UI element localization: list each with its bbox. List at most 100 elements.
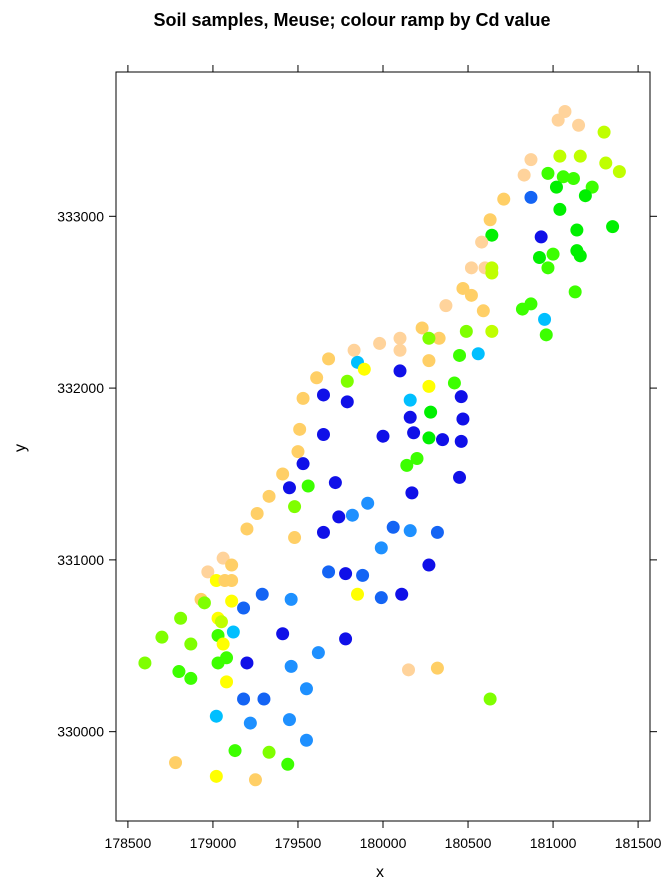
data-point xyxy=(574,150,587,163)
data-point xyxy=(540,328,553,341)
data-point xyxy=(456,413,469,426)
data-point xyxy=(237,693,250,706)
data-point xyxy=(329,476,342,489)
data-point xyxy=(422,431,435,444)
data-point xyxy=(237,601,250,614)
data-point xyxy=(332,510,345,523)
data-point xyxy=(322,565,335,578)
data-point xyxy=(293,423,306,436)
data-point xyxy=(599,157,612,170)
data-point xyxy=(516,303,529,316)
data-point xyxy=(263,746,276,759)
data-point xyxy=(569,285,582,298)
data-point xyxy=(225,574,238,587)
y-tick-label: 332000 xyxy=(57,380,104,396)
data-point xyxy=(373,337,386,350)
data-point xyxy=(281,758,294,771)
data-point xyxy=(346,509,359,522)
data-point xyxy=(524,153,537,166)
data-point xyxy=(524,191,537,204)
data-point xyxy=(217,638,230,651)
data-points xyxy=(138,105,625,786)
data-point xyxy=(288,500,301,513)
data-point xyxy=(422,559,435,572)
data-point xyxy=(436,433,449,446)
x-tick-label: 179000 xyxy=(190,835,237,851)
data-point xyxy=(283,713,296,726)
data-point xyxy=(404,411,417,424)
data-point xyxy=(538,313,551,326)
data-point xyxy=(598,126,611,139)
data-point xyxy=(541,167,554,180)
data-point xyxy=(574,249,587,262)
data-point xyxy=(535,230,548,243)
data-point xyxy=(453,471,466,484)
x-tick-label: 180500 xyxy=(445,835,492,851)
data-point xyxy=(285,593,298,606)
data-point xyxy=(184,672,197,685)
data-point xyxy=(448,376,461,389)
data-point xyxy=(300,734,313,747)
data-point xyxy=(404,524,417,537)
data-point xyxy=(567,172,580,185)
data-point xyxy=(553,203,566,216)
data-point xyxy=(297,457,310,470)
data-point xyxy=(317,428,330,441)
data-point xyxy=(210,770,223,783)
data-point xyxy=(455,390,468,403)
data-point xyxy=(553,150,566,163)
x-tick-label: 181000 xyxy=(530,835,577,851)
data-point xyxy=(394,364,407,377)
data-point xyxy=(375,541,388,554)
x-axis-label: x xyxy=(376,864,384,881)
data-point xyxy=(439,299,452,312)
data-point xyxy=(356,569,369,582)
data-point xyxy=(249,773,262,786)
data-point xyxy=(394,332,407,345)
data-point xyxy=(613,165,626,178)
data-point xyxy=(341,395,354,408)
data-point xyxy=(225,559,238,572)
data-point xyxy=(477,304,490,317)
data-point xyxy=(484,213,497,226)
data-point xyxy=(302,480,315,493)
data-point xyxy=(402,663,415,676)
data-point xyxy=(395,588,408,601)
x-tick-label: 180000 xyxy=(360,835,407,851)
data-point xyxy=(570,224,583,237)
data-point xyxy=(138,656,151,669)
data-point xyxy=(541,261,554,274)
data-point xyxy=(169,756,182,769)
data-point xyxy=(358,363,371,376)
y-tick-label: 331000 xyxy=(57,552,104,568)
data-point xyxy=(361,497,374,510)
data-point xyxy=(210,710,223,723)
data-point xyxy=(348,344,361,357)
data-point xyxy=(288,531,301,544)
x-tick-label: 179500 xyxy=(275,835,322,851)
data-point xyxy=(485,325,498,338)
data-point xyxy=(465,261,478,274)
data-point xyxy=(215,615,228,628)
data-point xyxy=(424,406,437,419)
data-point xyxy=(460,325,473,338)
data-point xyxy=(572,119,585,132)
data-point xyxy=(155,631,168,644)
data-point xyxy=(400,459,413,472)
data-point xyxy=(312,646,325,659)
data-point xyxy=(422,380,435,393)
y-axis-label: y xyxy=(12,444,29,452)
data-point xyxy=(484,693,497,706)
data-point xyxy=(300,682,313,695)
data-point xyxy=(431,662,444,675)
data-point xyxy=(579,189,592,202)
data-point xyxy=(453,349,466,362)
data-point xyxy=(472,347,485,360)
data-point xyxy=(256,588,269,601)
data-point xyxy=(394,344,407,357)
data-point xyxy=(257,693,270,706)
data-point xyxy=(276,467,289,480)
data-point xyxy=(497,193,510,206)
data-point xyxy=(485,266,498,279)
